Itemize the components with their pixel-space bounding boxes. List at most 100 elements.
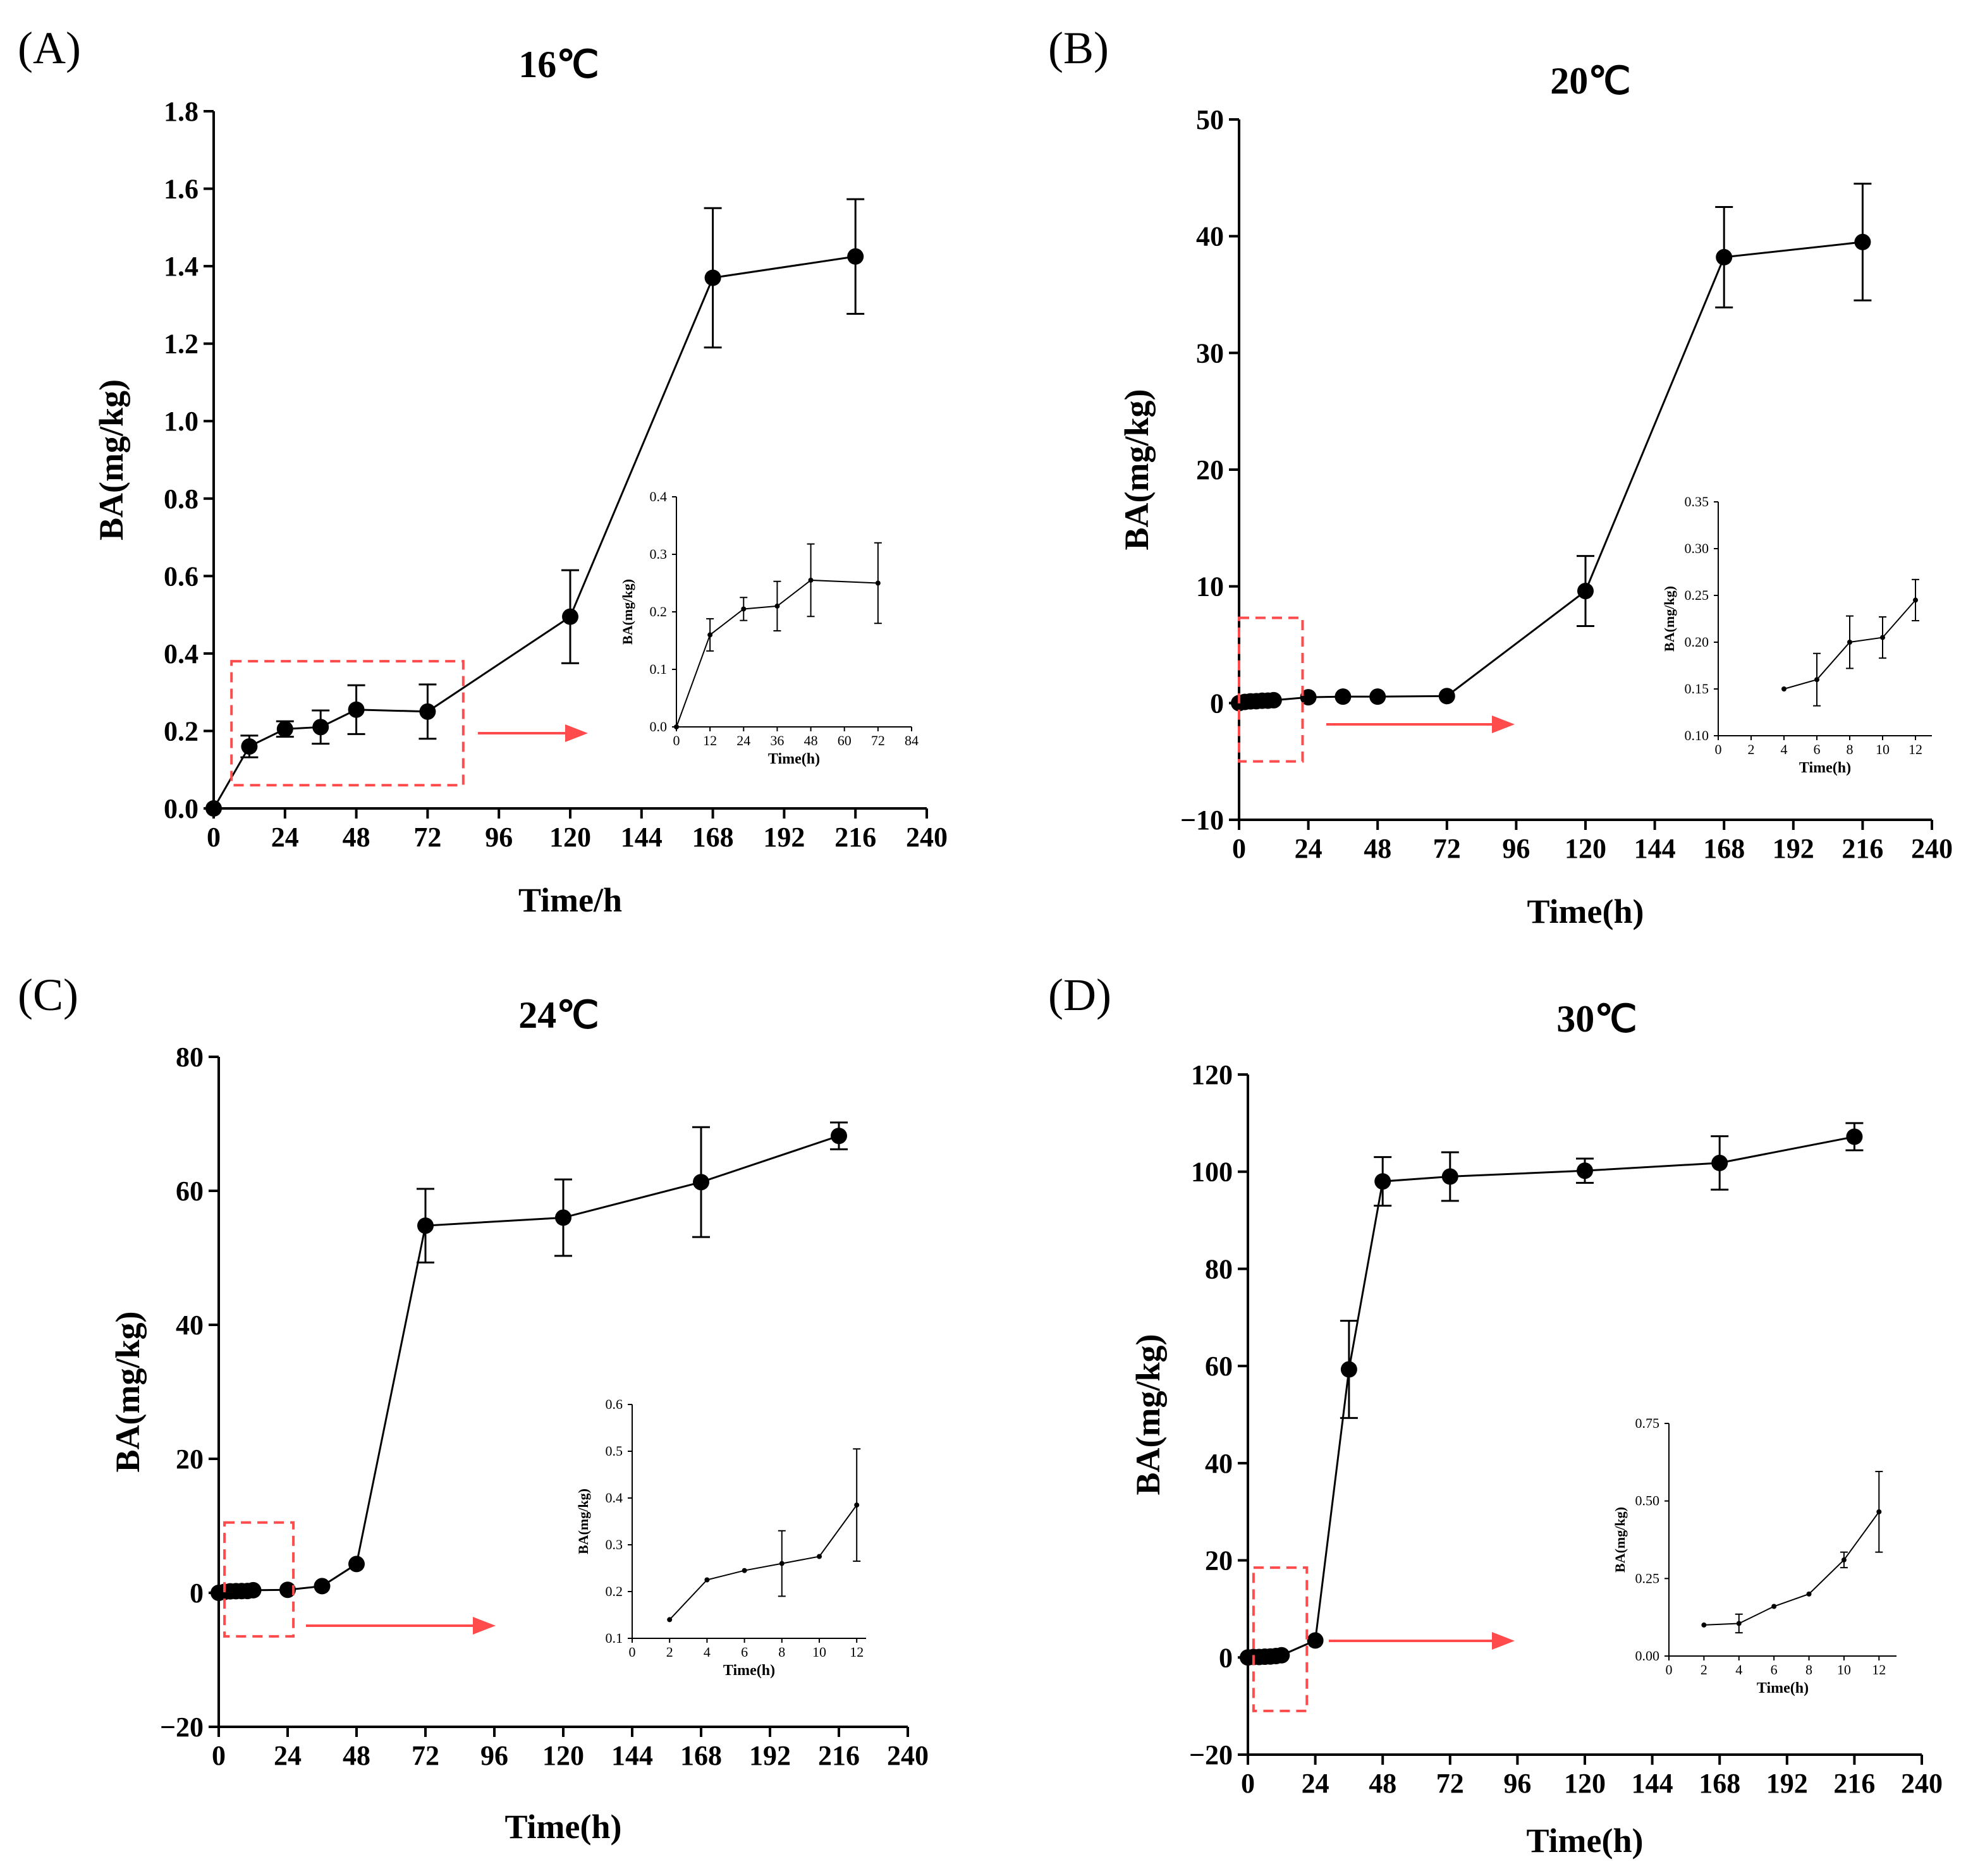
inset-data-point bbox=[674, 724, 679, 729]
main-x-tick-label: 48 bbox=[1369, 1768, 1396, 1799]
inset-data-point bbox=[667, 1617, 673, 1623]
main-data-point bbox=[704, 269, 721, 286]
panel-label: (B) bbox=[1048, 23, 1109, 73]
zoom-arrow-head bbox=[565, 724, 588, 742]
y-axis-label: BA(mg/kg) bbox=[92, 379, 130, 540]
main-y-tick-label: 100 bbox=[1191, 1157, 1233, 1188]
x-axis-label: Time(h) bbox=[1527, 892, 1644, 930]
main-x-tick-label: 144 bbox=[1634, 833, 1676, 864]
main-data-point bbox=[555, 1209, 571, 1226]
main-data-point bbox=[693, 1174, 709, 1191]
inset-x-tick-label: 0 bbox=[1666, 1662, 1673, 1678]
main-x-tick-label: 48 bbox=[1364, 833, 1391, 864]
main-x-tick-label: 216 bbox=[1833, 1768, 1875, 1799]
inset-y-tick-label: 0.2 bbox=[650, 604, 668, 619]
inset-data-point bbox=[1847, 640, 1852, 645]
main-x-tick-label: 120 bbox=[1565, 833, 1606, 864]
inset-y-axis-label: BA(mg/kg) bbox=[620, 579, 635, 645]
inset-y-tick-label: 0.35 bbox=[1685, 494, 1709, 509]
inset-data-point bbox=[875, 580, 881, 586]
inset-x-tick-label: 12 bbox=[1909, 741, 1922, 757]
main-y-tick-label: 60 bbox=[1205, 1351, 1233, 1382]
main-x-tick-label: 0 bbox=[1241, 1768, 1255, 1799]
main-x-tick-label: 120 bbox=[1564, 1768, 1606, 1799]
inset-y-axis-label: BA(mg/kg) bbox=[1612, 1507, 1628, 1573]
inset-y-tick-label: 0.0 bbox=[650, 719, 668, 734]
main-x-tick-label: 240 bbox=[906, 822, 948, 853]
main-y-tick-label: 1.4 bbox=[164, 251, 199, 282]
main-y-tick-label: 0 bbox=[190, 1578, 204, 1609]
main-x-tick-label: 240 bbox=[1911, 833, 1953, 864]
main-x-tick-label: 192 bbox=[1766, 1768, 1808, 1799]
main-series-line bbox=[212, 255, 856, 809]
main-data-point bbox=[1340, 1361, 1357, 1378]
inset-chart: 0 2 4 6 8 10 12 0.10 0.15 0.20 0.25 0.30 0.35 Time(h)… bbox=[1661, 494, 1932, 776]
inset-y-tick-label: 0.15 bbox=[1685, 681, 1709, 697]
panel-label: (C) bbox=[18, 970, 78, 1020]
main-x-tick-label: 96 bbox=[480, 1740, 508, 1771]
main-y-tick-label: 40 bbox=[1205, 1448, 1233, 1479]
inset-data-point bbox=[774, 603, 780, 609]
main-x-tick-label: 120 bbox=[549, 822, 591, 853]
main-data-point bbox=[1265, 691, 1282, 709]
zoom-region-box bbox=[230, 660, 465, 787]
inset-x-tick-label: 0 bbox=[673, 733, 680, 748]
inset-y-tick-label: 0.00 bbox=[1635, 1648, 1660, 1664]
main-x-tick-label: 192 bbox=[763, 822, 805, 853]
inset-data-point bbox=[1814, 677, 1819, 683]
main-x-tick-label: 120 bbox=[542, 1740, 584, 1771]
main-data-point bbox=[1716, 248, 1733, 265]
inset-y-tick-label: 0.10 bbox=[1685, 728, 1709, 743]
inset-x-tick-label: 4 bbox=[704, 1644, 711, 1660]
main-y-tick-label: 50 bbox=[1196, 104, 1224, 135]
inset-data-point bbox=[779, 1561, 785, 1566]
inset-y-tick-label: 0.6 bbox=[606, 1396, 623, 1412]
main-y-tick-label: 40 bbox=[1196, 221, 1224, 252]
main-x-tick-label: 96 bbox=[485, 822, 513, 853]
zoom-region-box bbox=[223, 1521, 295, 1638]
main-y-tick-label: 40 bbox=[176, 1310, 204, 1341]
main-data-point bbox=[205, 800, 222, 817]
panel-b: (B)20℃0 24 48 72 96 120 144 168 192 216 240−100102… bbox=[1048, 23, 1953, 930]
panel-label: (D) bbox=[1048, 970, 1111, 1020]
inset-x-tick-label: 10 bbox=[1876, 741, 1890, 757]
main-data-point bbox=[348, 1556, 365, 1573]
inset-y-tick-label: 0.1 bbox=[606, 1630, 623, 1646]
inset-x-tick-label: 2 bbox=[666, 1644, 673, 1660]
inset-data-point bbox=[1913, 597, 1918, 603]
chart-title: 20℃ bbox=[1550, 60, 1630, 102]
main-x-tick-label: 0 bbox=[207, 822, 221, 853]
chart-title: 24℃ bbox=[518, 994, 599, 1036]
inset-x-tick-label: 4 bbox=[1781, 741, 1788, 757]
main-x-tick-label: 48 bbox=[343, 822, 370, 853]
inset-data-point bbox=[1876, 1509, 1882, 1514]
inset-data-point bbox=[741, 606, 747, 612]
inset-y-axis-label: BA(mg/kg) bbox=[575, 1489, 591, 1554]
main-data-point bbox=[1369, 688, 1386, 705]
inset-x-tick-label: 6 bbox=[741, 1644, 748, 1660]
panel-c: (C) 24℃0 24 48 72 96 120 144 168 192 216 240−200204… bbox=[18, 970, 929, 1846]
panel-d: (D) 30℃0 24 48 72 96 120 144 168 192 216 240−200204… bbox=[1048, 970, 1943, 1860]
inset-y-tick-label: 0.3 bbox=[606, 1537, 623, 1552]
inset-series-line bbox=[1704, 1511, 1880, 1626]
panel-a: (A) 16℃0 24 48 72 96 120 144 168 192 216 2400.00.20… bbox=[18, 23, 948, 919]
main-y-tick-label: 20 bbox=[1205, 1545, 1233, 1576]
main-x-tick-label: 96 bbox=[1502, 833, 1530, 864]
main-x-tick-label: 216 bbox=[834, 822, 876, 853]
main-data-point bbox=[847, 248, 864, 265]
main-x-tick-label: 72 bbox=[1436, 1768, 1464, 1799]
y-axis-label: BA(mg/kg) bbox=[109, 1312, 147, 1473]
inset-y-tick-label: 0.30 bbox=[1685, 540, 1709, 556]
inset-x-axis-label: Time(h) bbox=[723, 1662, 775, 1679]
main-x-tick-label: 240 bbox=[887, 1740, 929, 1771]
main-data-point bbox=[241, 738, 258, 755]
main-x-tick-label: 144 bbox=[611, 1740, 653, 1771]
main-y-tick-label: 20 bbox=[176, 1444, 204, 1475]
main-x-tick-label: 0 bbox=[1232, 833, 1246, 864]
inset-data-point bbox=[707, 632, 713, 638]
main-x-tick-label: 168 bbox=[1703, 833, 1745, 864]
main-x-tick-label: 168 bbox=[692, 822, 734, 853]
inset-x-tick-label: 12 bbox=[1872, 1662, 1886, 1678]
main-x-tick-label: 0 bbox=[212, 1740, 226, 1771]
